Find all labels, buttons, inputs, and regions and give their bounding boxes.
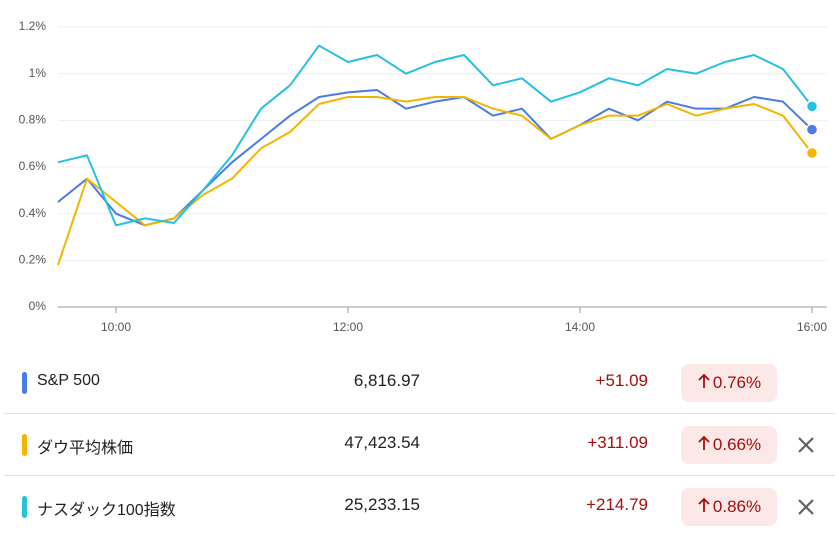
change-percent: 0.76% xyxy=(712,373,762,392)
series-swatch xyxy=(22,434,27,456)
change-percent-pill: 0.86% xyxy=(681,488,777,526)
price: 6,816.97 xyxy=(353,371,420,390)
y-tick-label: 0.6% xyxy=(19,159,47,173)
price: 25,233.15 xyxy=(344,495,420,514)
y-tick-label: 1.2% xyxy=(19,19,47,33)
y-tick-label: 0% xyxy=(29,299,47,313)
series-line xyxy=(57,89,813,227)
change-percent: 0.86% xyxy=(712,497,762,516)
up-arrow-icon xyxy=(698,497,710,512)
up-arrow xyxy=(697,497,711,518)
quote-table: S&P 500 6,816.97 +51.09 0.76% ダウ平均株価 47,423.5… xyxy=(0,352,839,537)
up-arrow-icon xyxy=(698,373,710,388)
change: +51.09 xyxy=(595,371,648,390)
series-line xyxy=(57,96,813,266)
change: +214.79 xyxy=(586,495,648,514)
index-name: S&P 500 xyxy=(37,372,100,389)
series-swatch xyxy=(22,372,27,394)
y-tick-label: 0.8% xyxy=(19,113,47,127)
up-arrow-icon xyxy=(698,435,710,450)
x-tick-label: 14:00 xyxy=(565,320,595,334)
change-percent-pill: 0.66% xyxy=(681,426,777,464)
remove-button[interactable] xyxy=(794,495,818,519)
series-line xyxy=(57,44,813,227)
y-tick-label: 0.4% xyxy=(19,206,47,220)
chart: 0% 0.2% 0.4% 0.6% 0.8% 1% 1.2% 10:00 12:00 14:00 1… xyxy=(19,19,828,334)
quote-row[interactable]: ダウ平均株価 47,423.54 +311.09 0.66% xyxy=(4,414,835,476)
close-icon xyxy=(798,437,814,453)
up-arrow xyxy=(697,435,711,456)
end-dot xyxy=(805,123,819,136)
change: +311.09 xyxy=(587,433,648,452)
y-tick-label: 1% xyxy=(29,66,47,80)
quote-row[interactable]: ナスダック100指数 25,233.15 +214.79 0.86% xyxy=(4,476,835,537)
remove-button[interactable] xyxy=(794,433,818,457)
x-tick-label: 16:00 xyxy=(797,320,827,334)
series-swatch xyxy=(22,496,27,518)
change-percent: 0.66% xyxy=(712,435,762,454)
price: 47,423.54 xyxy=(344,433,420,452)
x-tick-label: 10:00 xyxy=(101,320,131,334)
end-dot xyxy=(805,100,819,113)
end-dot xyxy=(805,146,819,160)
index-name: ナスダック100指数 xyxy=(37,502,176,519)
close-icon xyxy=(798,499,814,515)
change-percent-pill: 0.76% xyxy=(681,364,777,402)
index-name: ダウ平均株価 xyxy=(37,440,134,457)
x-tick-label: 12:00 xyxy=(333,320,363,334)
quote-row[interactable]: S&P 500 6,816.97 +51.09 0.76% xyxy=(4,352,835,414)
up-arrow xyxy=(697,373,711,394)
y-tick-label: 0.2% xyxy=(19,253,47,267)
